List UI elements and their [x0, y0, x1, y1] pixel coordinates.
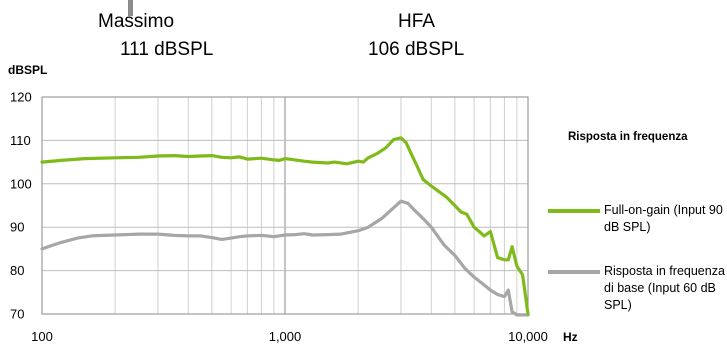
- x-axis-unit: Hz: [563, 330, 578, 344]
- hfa-label: HFA: [398, 11, 435, 32]
- legend-swatch-base-response: [548, 270, 600, 274]
- y-tick-label: 120: [10, 90, 32, 105]
- series-line-1: [40, 199, 530, 317]
- legend-label-base-response: Risposta in frequenza di base (Input 60 …: [604, 264, 725, 312]
- x-tick-label: 10,000: [508, 329, 548, 344]
- legend-title: Risposta in frequenza: [568, 131, 688, 143]
- header-accent-bar: [128, 0, 133, 16]
- legend-label-full-on-gain: Full-on-gain (Input 90 dB SPL): [604, 203, 723, 234]
- max-label: Massimo: [98, 11, 175, 32]
- hfa-value: 106 dBSPL: [368, 39, 465, 60]
- x-tick-label: 1,000: [269, 329, 302, 344]
- series-line-0: [40, 136, 530, 316]
- y-tick-label: 70: [10, 307, 24, 322]
- y-tick-label: 100: [10, 176, 32, 191]
- y-tick-label: 90: [10, 220, 24, 235]
- plot-border: [41, 96, 529, 315]
- x-tick-label: 100: [31, 329, 53, 344]
- legend-swatch-full-on-gain: [548, 209, 600, 213]
- max-value: 111 dBSPL: [120, 39, 214, 60]
- y-tick-label: 80: [10, 263, 24, 278]
- y-tick-label: 110: [10, 133, 31, 148]
- y-axis-unit: dBSPL: [8, 63, 48, 77]
